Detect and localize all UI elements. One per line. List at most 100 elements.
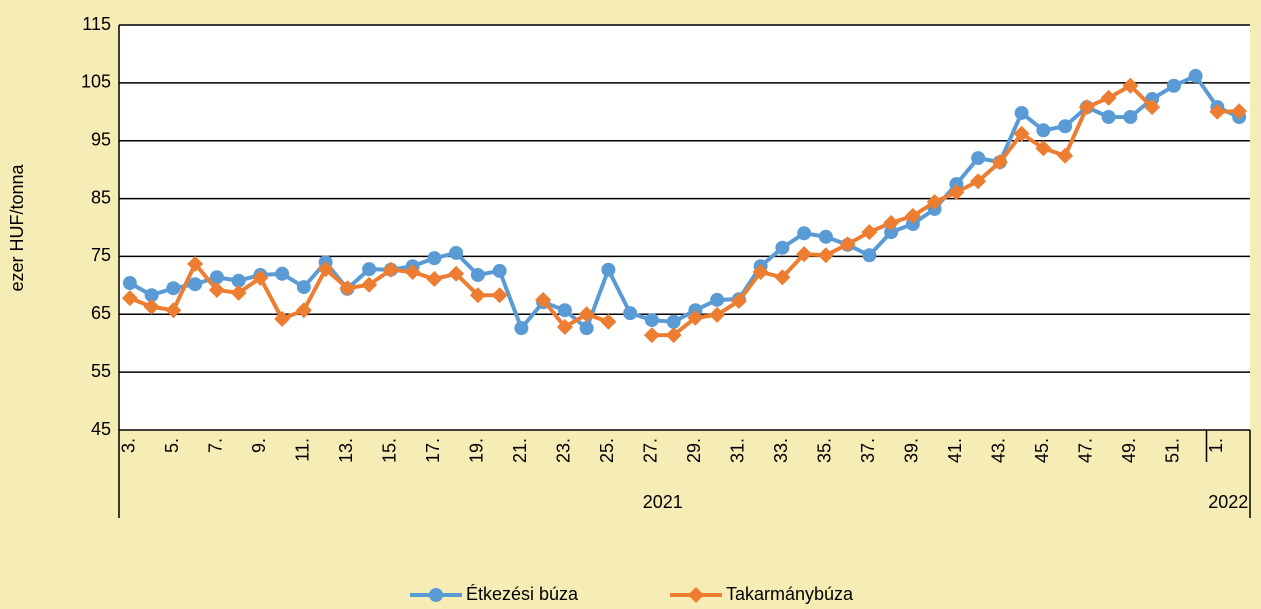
marker	[817, 247, 834, 264]
marker	[426, 270, 443, 287]
marker	[209, 270, 224, 285]
marker	[188, 277, 203, 292]
x-tick-label: 49.	[1119, 438, 1139, 463]
x-tick-label: 21.	[510, 438, 530, 463]
x-tick-label: 41.	[945, 438, 965, 463]
legend-marker	[688, 587, 704, 603]
marker	[187, 255, 204, 272]
marker	[122, 276, 137, 291]
legend-label: Takarmánybúza	[726, 584, 854, 604]
marker	[275, 266, 290, 281]
marker	[1100, 89, 1117, 106]
marker	[578, 306, 595, 323]
marker	[230, 284, 247, 301]
marker	[644, 313, 659, 328]
x-tick-label: 25.	[597, 438, 617, 463]
marker	[1078, 99, 1095, 116]
marker	[1014, 105, 1029, 120]
marker	[144, 288, 159, 303]
marker	[557, 303, 572, 318]
marker	[884, 225, 899, 240]
marker	[317, 261, 334, 278]
marker	[666, 314, 681, 329]
y-tick-label: 95	[91, 129, 111, 149]
marker	[1036, 123, 1051, 138]
marker	[883, 214, 900, 231]
x-tick-label: 5.	[162, 438, 182, 453]
group-label: 2022	[1208, 492, 1248, 512]
x-tick-label: 33.	[771, 438, 791, 463]
marker	[470, 267, 485, 282]
x-tick-label: 35.	[815, 438, 835, 463]
marker	[339, 280, 356, 297]
marker	[208, 281, 225, 298]
marker	[231, 273, 246, 288]
series-line	[128, 73, 1240, 331]
marker	[796, 246, 813, 263]
marker	[818, 229, 833, 244]
marker	[1101, 109, 1116, 124]
marker	[775, 240, 790, 255]
marker	[295, 302, 312, 319]
x-tick-label: 39.	[902, 438, 922, 463]
marker	[165, 302, 182, 319]
legend-item: Étkezési búza	[410, 584, 579, 604]
x-tick-label: 27.	[641, 438, 661, 463]
legend-item: Takarmánybúza	[670, 584, 854, 604]
marker	[449, 245, 464, 260]
marker	[1144, 99, 1161, 116]
marker	[991, 154, 1008, 171]
x-tick-label: 37.	[858, 438, 878, 463]
y-axis-label: ezer HUF/tonna	[7, 163, 27, 291]
marker	[904, 207, 921, 224]
marker	[971, 151, 986, 166]
marker	[730, 292, 747, 309]
marker	[1166, 78, 1181, 93]
marker	[623, 306, 638, 321]
marker	[121, 290, 138, 307]
x-tick-label: 17.	[423, 438, 443, 463]
group-label: 2021	[643, 492, 683, 512]
marker	[600, 313, 617, 330]
x-tick-label: 19.	[467, 438, 487, 463]
marker	[535, 291, 552, 308]
marker	[949, 177, 964, 192]
marker	[948, 184, 965, 201]
x-tick-label: 13.	[336, 438, 356, 463]
marker	[1123, 109, 1138, 124]
marker	[687, 309, 704, 326]
y-tick-label: 85	[91, 187, 111, 207]
x-tick-label: 9.	[249, 438, 269, 453]
marker	[643, 327, 660, 344]
x-tick-label: 47.	[1076, 438, 1096, 463]
marker	[1058, 119, 1073, 134]
marker	[1122, 77, 1139, 94]
marker	[492, 263, 507, 278]
x-tick-label: 43.	[989, 438, 1009, 463]
marker	[862, 248, 877, 263]
marker	[143, 298, 160, 315]
marker	[514, 321, 529, 336]
marker	[448, 265, 465, 282]
x-tick-label: 11.	[293, 438, 313, 462]
marker	[1035, 140, 1052, 157]
marker	[382, 261, 399, 278]
marker	[861, 224, 878, 241]
marker	[556, 319, 573, 336]
marker	[970, 173, 987, 190]
legend-label: Étkezési búza	[466, 584, 579, 604]
marker	[1231, 103, 1248, 120]
plot-area	[119, 25, 1250, 430]
y-tick-label: 45	[91, 419, 111, 439]
y-tick-label: 55	[91, 361, 111, 381]
marker	[601, 262, 616, 277]
x-tick-label: 15.	[380, 438, 400, 463]
marker	[296, 280, 311, 295]
marker	[665, 327, 682, 344]
marker	[709, 306, 726, 323]
marker	[839, 236, 856, 253]
x-tick-label: 51.	[1163, 438, 1183, 463]
marker	[1013, 125, 1030, 142]
y-tick-label: 115	[82, 14, 111, 34]
